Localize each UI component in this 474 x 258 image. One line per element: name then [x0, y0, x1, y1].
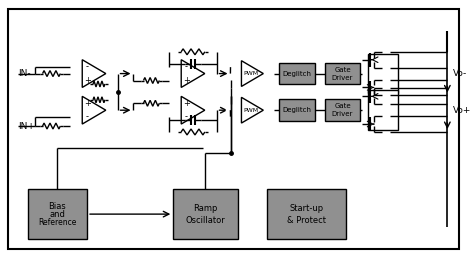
Text: Driver: Driver — [332, 111, 353, 117]
Text: +: + — [183, 99, 190, 108]
Text: +: + — [84, 76, 91, 85]
Text: and: and — [49, 209, 65, 219]
Text: Vo-: Vo- — [453, 69, 467, 78]
Text: -: - — [86, 62, 89, 71]
Text: PWM: PWM — [244, 71, 259, 76]
Text: & Protect: & Protect — [287, 215, 326, 224]
Bar — [27, 189, 87, 239]
Text: Gate: Gate — [334, 103, 351, 109]
Bar — [368, 54, 398, 93]
Text: Deglitch: Deglitch — [283, 71, 311, 77]
Text: Reference: Reference — [38, 217, 77, 227]
Bar — [325, 99, 360, 121]
Text: IN-: IN- — [18, 69, 30, 78]
Text: Oscillator: Oscillator — [185, 215, 225, 224]
Bar — [279, 99, 315, 121]
Text: Start-up: Start-up — [290, 204, 324, 213]
Text: IN+: IN+ — [18, 122, 35, 131]
Text: Deglitch: Deglitch — [283, 107, 311, 113]
Bar — [279, 63, 315, 84]
Text: -: - — [185, 62, 188, 71]
Text: Bias: Bias — [48, 202, 66, 211]
Text: PWM: PWM — [244, 108, 259, 113]
Bar — [325, 63, 360, 84]
Text: -: - — [86, 113, 89, 122]
Text: Vo+: Vo+ — [453, 106, 472, 115]
Text: Ramp: Ramp — [193, 204, 218, 213]
Text: +: + — [183, 76, 190, 85]
Bar — [368, 90, 398, 130]
Text: -: - — [185, 113, 188, 122]
Bar — [267, 189, 346, 239]
Text: Gate: Gate — [334, 67, 351, 72]
Text: Driver: Driver — [332, 75, 353, 80]
Bar — [173, 189, 237, 239]
Text: +: + — [84, 99, 91, 108]
